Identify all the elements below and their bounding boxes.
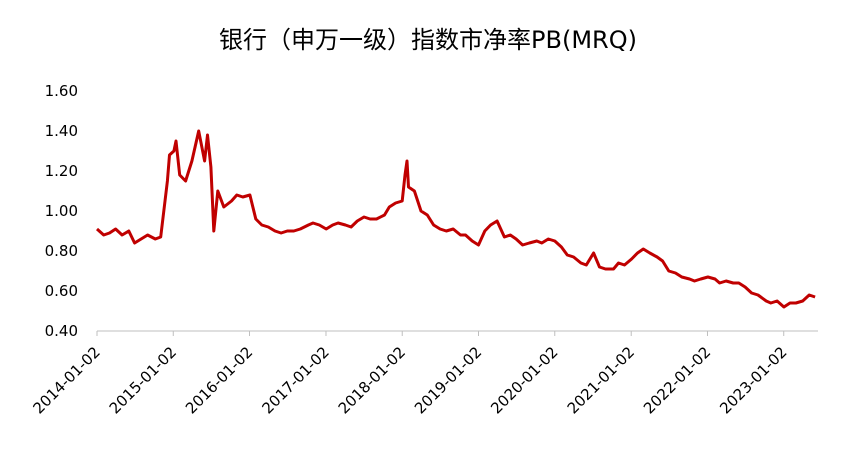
chart-title: 银行（申万一级）指数市净率PB(MRQ) <box>219 26 637 54</box>
data-line <box>95 129 816 309</box>
y-tick-label: 0.80 <box>45 242 78 260</box>
y-tick-label: 1.00 <box>45 202 78 220</box>
x-tick-label: 2017-01-02 <box>258 343 332 417</box>
x-tick-label: 2014-01-02 <box>29 343 103 417</box>
y-tick-label: 0.60 <box>45 282 78 300</box>
y-tick-label: 1.20 <box>45 162 78 180</box>
x-tick-label: 2018-01-02 <box>335 343 409 417</box>
x-tick-label: 2019-01-02 <box>411 343 485 417</box>
x-tick-label: 2021-01-02 <box>564 343 638 417</box>
x-tick-label: 2020-01-02 <box>487 343 561 417</box>
x-tick-label: 2015-01-02 <box>106 343 180 417</box>
x-tick-label: 2022-01-02 <box>640 343 714 417</box>
x-tick-label: 2016-01-02 <box>182 343 256 417</box>
x-tick-label: 2023-01-02 <box>716 343 790 417</box>
y-tick-label: 0.40 <box>45 322 78 340</box>
y-tick-label: 1.40 <box>45 122 78 140</box>
y-tick-label: 1.60 <box>45 82 78 100</box>
